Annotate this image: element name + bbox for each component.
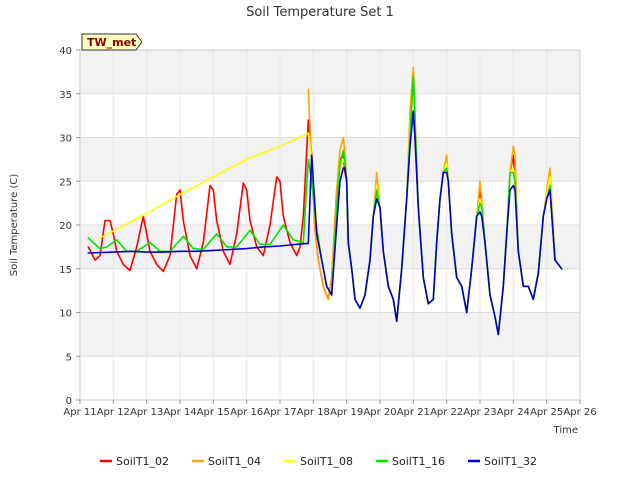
x-tick-label: Apr 23 — [463, 407, 496, 418]
x-tick-label: Apr 13 — [130, 407, 163, 418]
plot-band — [80, 312, 580, 357]
site-label-box — [81, 33, 143, 51]
y-tick-label: 0 — [66, 396, 72, 407]
x-tick-label: Apr 20 — [363, 407, 396, 418]
site-label-badge: TW_met — [81, 33, 143, 51]
y-tick-label: 35 — [59, 90, 72, 101]
x-tick-label: Apr 24 — [497, 407, 530, 418]
plot-band — [80, 181, 580, 225]
site-label-text: TW_met — [87, 36, 136, 49]
y-tick-label: 10 — [59, 309, 72, 320]
plot-band — [80, 93, 580, 138]
x-tick-label: Apr 16 — [230, 407, 263, 418]
y-tick-label: 20 — [59, 221, 72, 232]
x-tick-label: Apr 11 — [63, 407, 96, 418]
x-tick-label: Apr 12 — [97, 407, 130, 418]
plot-background-bands — [80, 50, 580, 400]
legend-label-soilt1-08: SoilT1_08 — [300, 455, 353, 468]
y-axis-ticks: 0 5 10 15 20 25 30 35 40 — [59, 46, 80, 407]
x-tick-label: Apr 21 — [397, 407, 430, 418]
y-tick-label: 30 — [59, 134, 72, 145]
y-tick-label: 40 — [59, 46, 72, 57]
gridlines — [79, 49, 581, 401]
legend-label-soilt1-02: SoilT1_02 — [116, 455, 169, 468]
y-tick-label: 25 — [59, 177, 72, 188]
x-tick-label: Apr 18 — [297, 407, 330, 418]
legend-label-soilt1-16: SoilT1_16 — [392, 455, 445, 468]
plot-band — [80, 50, 580, 94]
x-tick-label: Apr 19 — [330, 407, 363, 418]
y-tick-label: 15 — [59, 265, 72, 276]
plot-band — [80, 225, 580, 269]
x-tick-label: Apr 26 — [563, 407, 596, 418]
x-axis-label: Time — [553, 425, 578, 436]
legend-label-soilt1-04: SoilT1_04 — [208, 455, 261, 468]
x-tick-label: Apr 25 — [530, 407, 563, 418]
x-tick-label: Apr 17 — [263, 407, 296, 418]
x-tick-label: Apr 14 — [163, 407, 196, 418]
plot-band — [80, 137, 580, 182]
chart-title: Soil Temperature Set 1 — [246, 5, 394, 20]
x-tick-label: Apr 22 — [430, 407, 463, 418]
legend-label-soilt1-32: SoilT1_32 — [484, 455, 537, 468]
legend: SoilT1_02 SoilT1_04 SoilT1_08 SoilT1_16 Soil… — [100, 455, 537, 468]
series-line-soilt1-32 — [87, 110, 563, 336]
plot-band — [80, 356, 580, 400]
y-tick-label: 5 — [66, 352, 72, 363]
y-axis-label: Soil Temperature (C) — [9, 174, 20, 277]
series-layer — [87, 66, 563, 336]
x-axis-ticks: Apr 11 Apr 12 Apr 13 Apr 14 Apr 15 Apr 16 Apr … — [63, 400, 597, 418]
x-tick-label: Apr 15 — [197, 407, 230, 418]
